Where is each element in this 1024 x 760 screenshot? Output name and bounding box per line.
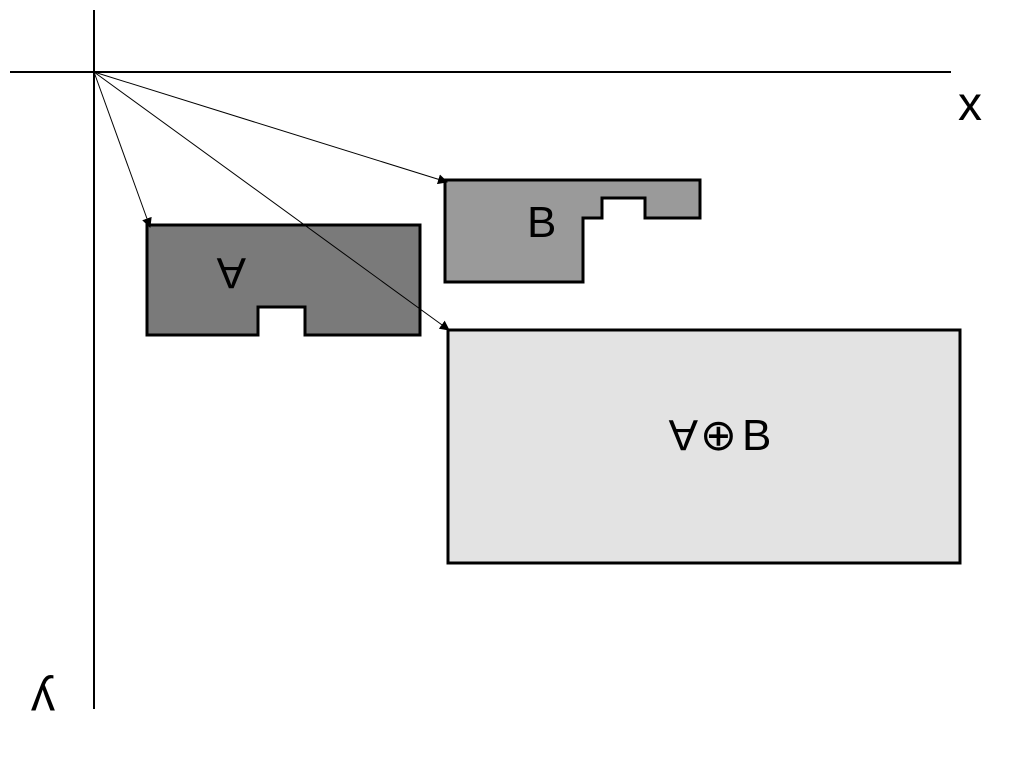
shape-a <box>147 225 420 335</box>
minkowski-diagram: x y A B A ⊕ B <box>0 0 1024 755</box>
diagram-svg: x y A B A ⊕ B <box>0 0 1024 755</box>
shape-b <box>445 180 700 282</box>
x-axis-label: x <box>958 78 982 131</box>
y-axis-label: y <box>31 674 55 727</box>
shape-aplusb-label: A ⊕ B <box>668 410 771 460</box>
aplusb-b-part: B <box>742 411 771 460</box>
aplusb-plus-part: ⊕ <box>700 411 737 460</box>
shape-a-label: A <box>216 248 246 297</box>
arrow-to-a <box>94 72 150 227</box>
aplusb-a-part: A <box>668 410 698 459</box>
shape-b-label: B <box>527 198 556 247</box>
arrow-to-b <box>94 72 447 182</box>
